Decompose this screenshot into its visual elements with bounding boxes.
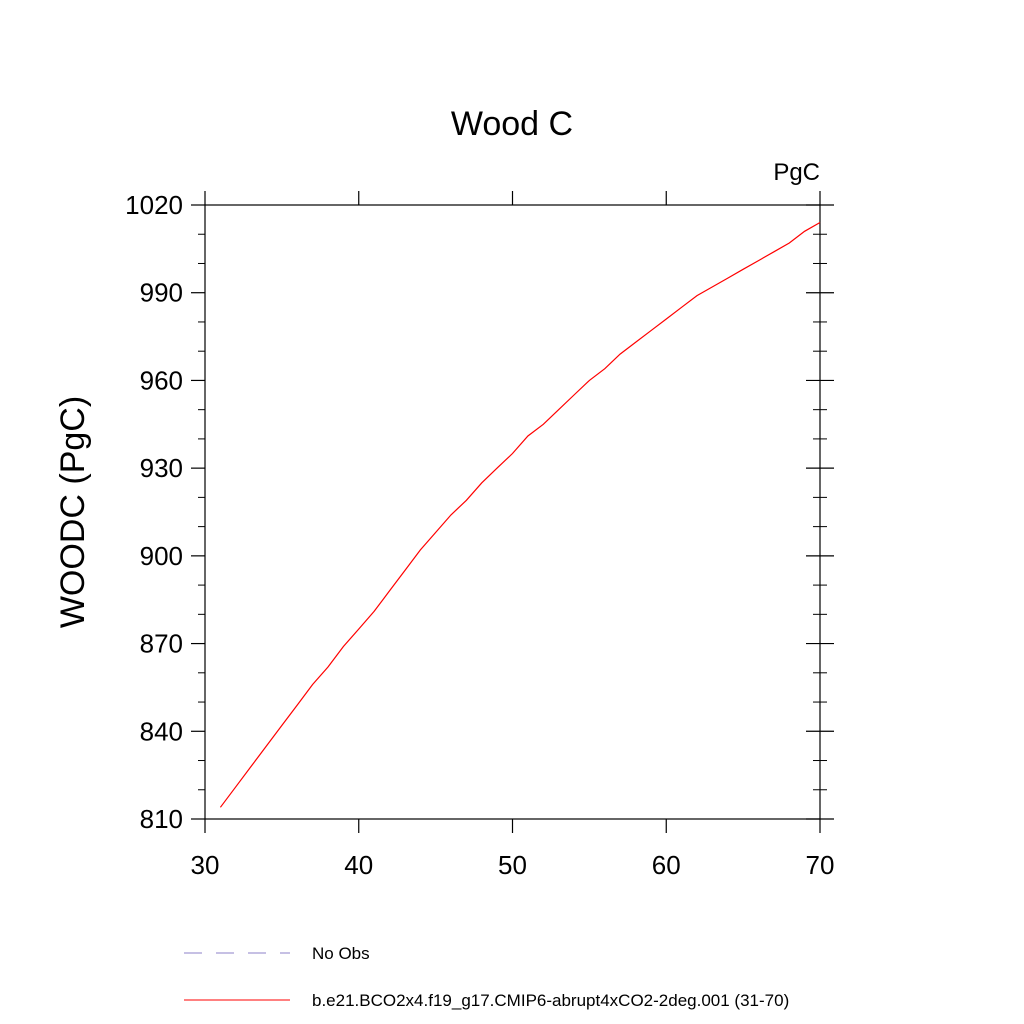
y-tick-label: 870: [140, 629, 183, 659]
series-line-0: [219, 221, 821, 808]
legend-label-model-run: b.e21.BCO2x4.f19_g17.CMIP6-abrupt4xCO2-2…: [312, 991, 789, 1010]
y-tick-label: 1020: [125, 190, 183, 220]
tick-labels: 30 40 50 60 70 810 840 870 900 930 960 990 1020: [125, 190, 834, 880]
series-lines: [219, 221, 821, 808]
axis-ticks: [191, 191, 834, 833]
y-tick-label: 960: [140, 365, 183, 395]
y-axis-label: WOODC (PgC): [54, 396, 92, 628]
chart-title: Wood C: [451, 105, 573, 143]
x-tick-label: 50: [498, 850, 527, 880]
y-tick-label: 810: [140, 804, 183, 834]
units-label: PgC: [773, 159, 820, 186]
legend-label-no-obs: No Obs: [312, 944, 370, 963]
x-tick-label: 70: [806, 850, 835, 880]
y-tick-label: 900: [140, 541, 183, 571]
y-tick-label: 930: [140, 453, 183, 483]
y-tick-label: 990: [140, 278, 183, 308]
x-tick-label: 30: [191, 850, 220, 880]
x-tick-label: 40: [344, 850, 373, 880]
plot-frame: [204, 204, 821, 820]
y-tick-label: 840: [140, 716, 183, 746]
legend: No Obs b.e21.BCO2x4.f19_g17.CMIP6-abrupt…: [184, 944, 789, 1010]
x-tick-label: 60: [652, 850, 681, 880]
